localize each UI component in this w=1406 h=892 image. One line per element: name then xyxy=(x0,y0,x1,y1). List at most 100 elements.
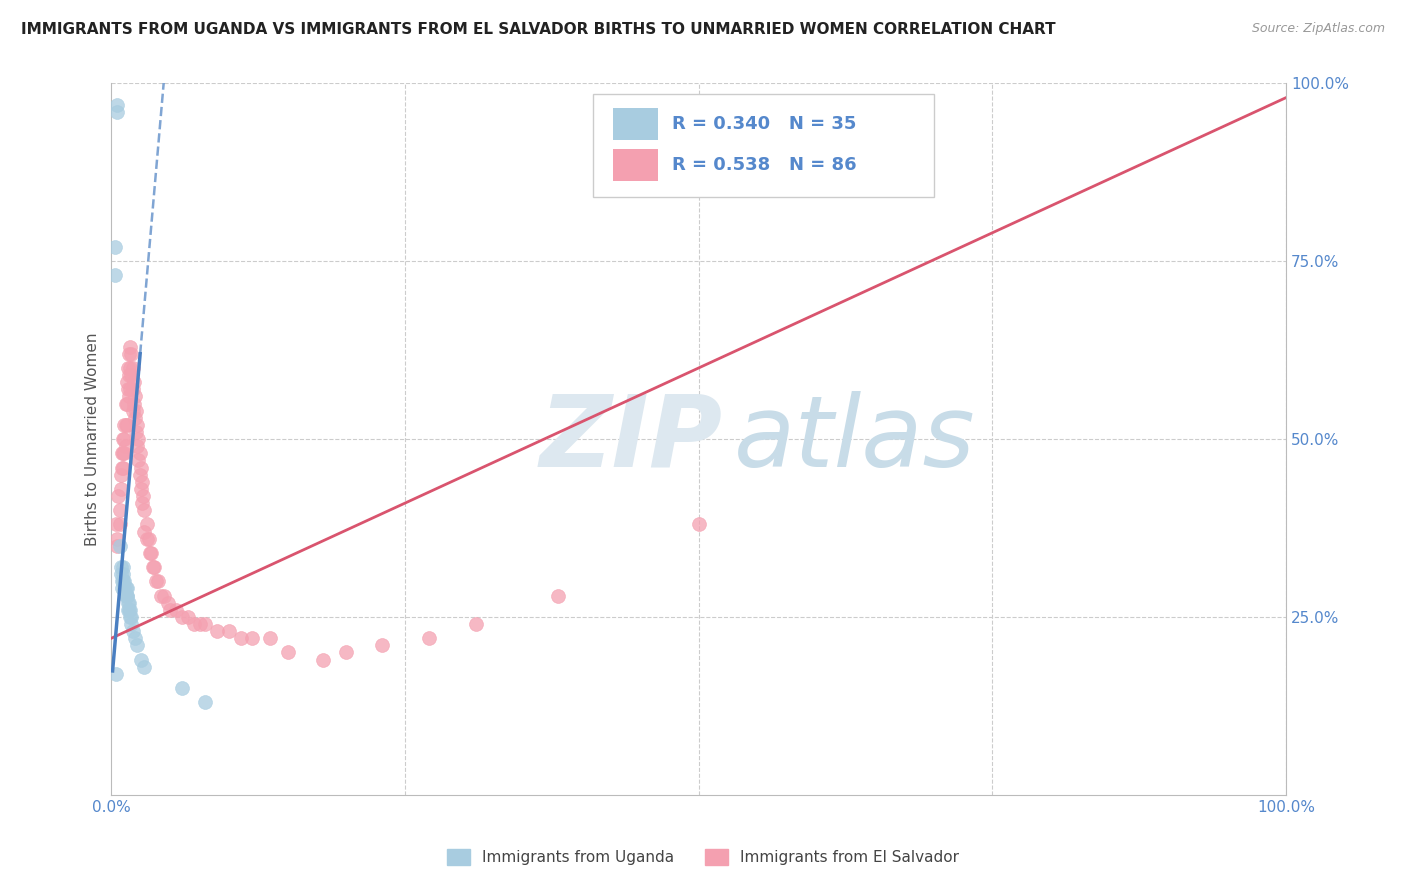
Point xyxy=(112,574,135,589)
Point xyxy=(312,652,335,666)
Point xyxy=(135,517,157,532)
Y-axis label: Births to Unmarried Women: Births to Unmarried Women xyxy=(86,333,100,546)
Point xyxy=(115,396,138,410)
Bar xyxy=(613,149,658,181)
Point xyxy=(124,631,146,645)
Point xyxy=(127,439,149,453)
Point xyxy=(105,532,128,546)
Point xyxy=(138,532,160,546)
Point xyxy=(139,546,162,560)
Point xyxy=(165,603,187,617)
Point xyxy=(111,574,134,589)
Point xyxy=(129,652,152,666)
Point xyxy=(120,347,142,361)
Point xyxy=(194,617,217,632)
Point xyxy=(148,574,170,589)
Text: ZIP: ZIP xyxy=(538,391,723,488)
Point xyxy=(127,417,149,432)
Point xyxy=(107,489,129,503)
Point xyxy=(118,347,141,361)
Point xyxy=(131,496,153,510)
Point xyxy=(156,596,179,610)
Point xyxy=(229,631,252,645)
Point xyxy=(125,425,148,439)
Point xyxy=(118,596,141,610)
Point xyxy=(120,382,142,396)
Point xyxy=(240,631,263,645)
Point xyxy=(121,360,143,375)
Point xyxy=(105,517,128,532)
Point xyxy=(153,589,176,603)
Point xyxy=(128,446,150,460)
Point xyxy=(121,382,143,396)
Point xyxy=(135,532,157,546)
Point xyxy=(142,560,165,574)
Point xyxy=(688,517,710,532)
Point xyxy=(370,638,392,652)
Legend: Immigrants from Uganda, Immigrants from El Salvador: Immigrants from Uganda, Immigrants from … xyxy=(441,843,965,871)
Point xyxy=(118,603,141,617)
Point xyxy=(110,567,132,582)
Point xyxy=(115,589,138,603)
Point xyxy=(183,617,205,632)
Point xyxy=(124,389,146,403)
Point xyxy=(205,624,228,639)
Point xyxy=(125,403,148,417)
Point xyxy=(335,645,357,659)
Point xyxy=(105,539,128,553)
Point xyxy=(112,582,135,596)
Point xyxy=(129,460,152,475)
FancyBboxPatch shape xyxy=(593,95,934,197)
Point xyxy=(118,368,141,382)
Point xyxy=(111,460,134,475)
Point xyxy=(115,417,138,432)
Point xyxy=(110,482,132,496)
Point xyxy=(112,432,135,446)
Point xyxy=(141,560,163,574)
Point xyxy=(117,596,139,610)
Text: Source: ZipAtlas.com: Source: ZipAtlas.com xyxy=(1251,22,1385,36)
Point xyxy=(104,268,127,283)
Point xyxy=(129,482,152,496)
Point xyxy=(218,624,240,639)
Point xyxy=(117,382,139,396)
Point xyxy=(159,603,181,617)
Point xyxy=(122,396,145,410)
Point xyxy=(118,389,141,403)
Point xyxy=(110,467,132,482)
Point xyxy=(127,432,149,446)
Point xyxy=(277,645,299,659)
Point xyxy=(121,403,143,417)
Point xyxy=(134,524,156,539)
Point xyxy=(117,603,139,617)
Point xyxy=(134,659,156,673)
Point xyxy=(110,560,132,574)
Point xyxy=(547,589,569,603)
Point xyxy=(120,340,142,354)
Point xyxy=(115,589,138,603)
Point xyxy=(141,546,163,560)
Point xyxy=(120,603,142,617)
Point xyxy=(104,240,127,254)
Point xyxy=(114,417,136,432)
Point xyxy=(127,453,149,467)
Point xyxy=(112,446,135,460)
Point xyxy=(122,375,145,389)
Point xyxy=(259,631,281,645)
Point xyxy=(120,610,142,624)
Point xyxy=(120,617,142,632)
Point xyxy=(105,104,128,119)
Point xyxy=(115,582,138,596)
Point xyxy=(108,503,131,517)
Point xyxy=(114,439,136,453)
Point xyxy=(128,467,150,482)
Point xyxy=(418,631,440,645)
Point xyxy=(112,574,135,589)
Point xyxy=(124,410,146,425)
Point xyxy=(105,97,128,112)
Point xyxy=(120,368,142,382)
Point xyxy=(120,610,142,624)
Point xyxy=(464,617,486,632)
Text: R = 0.538   N = 86: R = 0.538 N = 86 xyxy=(672,156,856,174)
Point xyxy=(108,517,131,532)
